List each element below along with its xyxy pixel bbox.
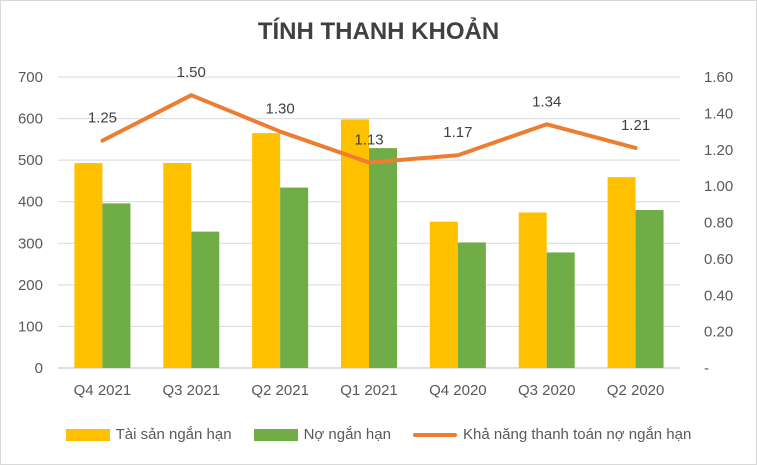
y-left-tick-label: 500 [18,152,43,169]
legend-swatch-series1 [65,428,110,441]
data-label-series3: 1.25 [88,110,117,127]
y-left-tick-label: 600 [18,111,43,128]
bar-series2 [635,210,664,368]
legend-swatch-series2 [253,428,298,441]
y-right-tick-label: 0.80 [704,215,733,232]
bar-series2 [457,242,486,368]
y-left-tick-label: 200 [18,277,43,294]
legend-swatch-series3 [412,432,457,437]
x-tick-label: Q1 2021 [340,382,398,399]
legend: Tài sản ngắn hạn Nợ ngắn hạn Khả năng th… [0,426,757,443]
data-label-series3: 1.17 [443,124,472,141]
bar-series1 [74,163,103,368]
legend-item-series2: Nợ ngắn hạn [253,426,391,443]
legend-item-series1: Tài sản ngắn hạn [65,426,232,443]
bar-series1 [518,212,547,368]
x-tick-label: Q4 2021 [74,382,132,399]
y-left-tick-label: 100 [18,318,43,335]
bar-series1 [252,133,281,368]
legend-label-series3: Khả năng thanh toán nợ ngắn hạn [462,426,692,443]
chart-title: TÍNH THANH KHOẢN [257,18,500,45]
data-label-series3: 1.50 [177,64,206,81]
x-tick-label: Q2 2021 [251,382,309,399]
y-right-tick-label: 1.60 [704,69,733,86]
y-right-tick-label: 0.40 [704,287,733,304]
x-tick-label: Q3 2020 [518,382,576,399]
bar-series2 [191,231,220,368]
y-left-tick-label: 400 [18,194,43,211]
bar-series1 [163,163,192,368]
y-left-tick-label: 700 [18,69,43,86]
y-right-tick-label: 0.20 [704,324,733,341]
bar-series2 [546,252,575,368]
line-series3 [100,93,638,165]
legend-label-series1: Tài sản ngắn hạn [115,426,232,443]
y-right-tick-label: 1.40 [704,105,733,122]
y-left-tick-label: 300 [18,235,43,252]
data-label-series3: 1.34 [532,93,561,110]
y-right-tick-label: 1.00 [704,178,733,195]
y-right-tick-label: 1.20 [704,142,733,159]
data-label-series3: 1.13 [354,131,383,148]
data-label-series3: 1.30 [266,101,295,118]
bar-series2 [102,203,131,368]
data-label-series3: 1.21 [621,117,650,134]
legend-item-series3: Khả năng thanh toán nợ ngắn hạn [412,426,692,443]
y-right-tick-label: - [704,360,709,377]
bar-series2 [280,187,309,368]
bar-series1 [607,177,636,368]
x-tick-label: Q3 2021 [163,382,221,399]
bar-series2 [369,148,397,368]
y-right-tick-label: 0.60 [704,251,733,268]
legend-label-series2: Nợ ngắn hạn [303,426,391,443]
x-tick-label: Q4 2020 [429,382,487,399]
bar-series1 [429,221,458,368]
x-tick-label: Q2 2020 [607,382,665,399]
y-left-tick-label: 0 [35,360,43,377]
